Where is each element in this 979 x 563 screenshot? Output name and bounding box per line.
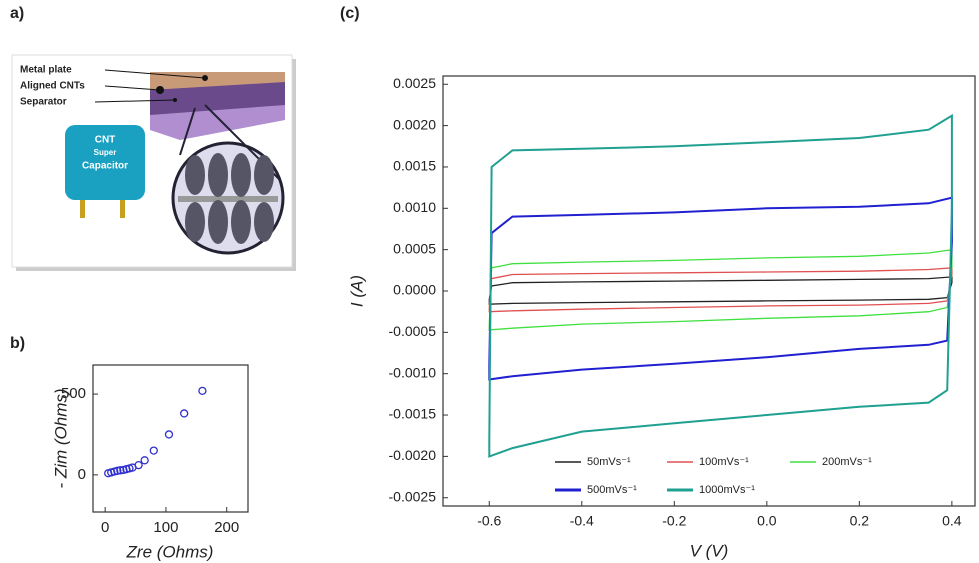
y-axis-label: I (A) [347, 275, 366, 307]
y-tick-label: 0.0010 [393, 199, 436, 215]
plot-frame [442, 75, 976, 507]
x-tick-label: 0 [101, 519, 109, 536]
y-tick-label: -0.0005 [389, 323, 437, 339]
callout-dot [173, 98, 177, 102]
y-tick-label: 0.0025 [393, 75, 436, 91]
x-axis-label: Zre (Ohms) [126, 542, 214, 561]
callout-label: Separator [20, 97, 67, 108]
data-point [164, 430, 174, 439]
y-tick-label: -0.0020 [389, 447, 437, 463]
legend-label: 50mVs⁻¹ [587, 456, 631, 468]
x-tick-label: -0.4 [570, 513, 594, 529]
callout-label: Aligned CNTs [20, 81, 85, 92]
capacitor-lead [120, 200, 125, 218]
callout-label: Metal plate [20, 65, 72, 76]
x-tick-label: -0.6 [477, 513, 501, 529]
capacitor-lead [80, 200, 85, 218]
legend-label: 100mVs⁻¹ [699, 456, 749, 468]
separator-layer [150, 105, 285, 140]
cnt-bundles [185, 153, 274, 244]
legend-label: 500mVs⁻¹ [587, 484, 637, 496]
zoom-line [179, 107, 196, 156]
data-point [198, 386, 207, 395]
y-tick-label: -0.0015 [389, 406, 437, 422]
y-tick-label: 0.0020 [393, 116, 436, 132]
x-tick-label: 0.0 [757, 513, 777, 529]
panel-a: a) CNT Super Capacitor Metal plate Align… [10, 5, 296, 271]
x-tick-label: 200 [214, 519, 239, 536]
device-label: Capacitor [82, 161, 128, 172]
data-point [140, 456, 149, 465]
cv-curve [488, 196, 953, 381]
callout-line [94, 99, 176, 103]
y-tick-label: 0 [78, 466, 86, 483]
cv-curve [488, 248, 953, 331]
data-point [149, 446, 158, 455]
x-tick-label: -0.2 [662, 513, 686, 529]
panel-label: (c) [340, 5, 360, 22]
cv-curve [488, 113, 953, 458]
data-point [180, 409, 189, 418]
y-tick-label: 0.0015 [393, 158, 436, 174]
legend-label: 200mVs⁻¹ [822, 456, 872, 468]
separator [178, 196, 278, 202]
capacitor-body [65, 125, 145, 200]
callout-dot [156, 86, 164, 94]
device-label: Super [94, 148, 117, 157]
y-tick-label: -0.0010 [389, 364, 437, 380]
callout-dot [202, 75, 208, 81]
x-tick-label: 100 [153, 519, 178, 536]
panel-label: b) [10, 335, 25, 352]
plot-frame [92, 364, 249, 513]
x-axis-label: V (V) [690, 541, 729, 560]
panel-label: a) [10, 5, 24, 22]
callout-line [104, 85, 161, 91]
device-label: CNT [95, 135, 116, 146]
callout-line [104, 69, 206, 79]
data-point [113, 466, 122, 475]
cv-curve [488, 276, 953, 305]
x-tick-label: 0.4 [942, 513, 962, 529]
y-tick-label: -0.0025 [389, 488, 437, 504]
y-tick-label: 500 [61, 385, 86, 402]
data-point [116, 466, 125, 475]
y-tick-label: 0.0005 [393, 240, 436, 256]
y-axis-label: - Zim (Ohms) [51, 388, 70, 488]
x-tick-label: 0.2 [850, 513, 870, 529]
data-point [134, 461, 143, 470]
y-tick-label: 0.0000 [393, 282, 436, 298]
cv-curve [488, 267, 953, 313]
legend-label: 1000mVs⁻¹ [699, 484, 755, 496]
